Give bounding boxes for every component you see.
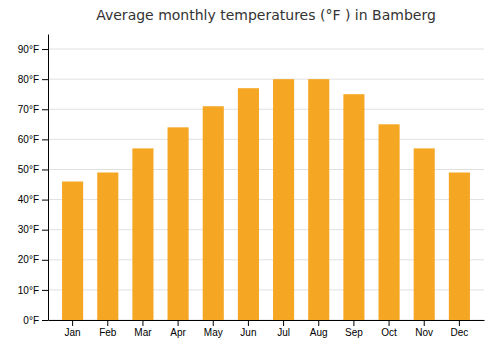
bar	[379, 124, 400, 320]
x-tick-label: Jan	[65, 327, 81, 338]
chart: Jan Feb Mar Apr May Jun Jul Aug Sep Oct Nov Dec 0°F 1…	[0, 0, 500, 350]
y-tick-label: 30°F	[18, 224, 39, 235]
x-tick-label: Feb	[99, 327, 117, 338]
x-tick-label: Dec	[450, 327, 468, 338]
x-tick-label: Nov	[415, 327, 433, 338]
x-tick-mark	[142, 320, 143, 326]
x-tick-label: Aug	[310, 327, 328, 338]
y-tick-mark	[42, 109, 48, 110]
x-tick: Feb	[99, 320, 117, 338]
x-tick: May	[204, 320, 223, 338]
x-tick: Aug	[310, 320, 328, 338]
y-tick: 0°F	[23, 315, 48, 326]
y-axis: 0°F 10°F 20°F 30°F 40°F 50°F 60°F 70°F 80°F 90°F	[18, 35, 49, 326]
y-tick-mark	[42, 79, 48, 80]
x-axis: Jan Feb Mar Apr May Jun Jul Aug Sep Oct Nov Dec	[49, 320, 485, 338]
y-tick-mark	[42, 230, 48, 231]
y-tick-label: 40°F	[18, 194, 39, 205]
y-tick-label: 70°F	[18, 104, 39, 115]
y-tick-mark	[42, 169, 48, 170]
bar	[273, 79, 294, 320]
y-tick-label: 10°F	[18, 285, 39, 296]
bar	[168, 127, 189, 320]
y-tick-mark	[42, 290, 48, 291]
x-tick: Mar	[134, 320, 152, 338]
x-tick-label: Jul	[277, 327, 290, 338]
x-tick-mark	[213, 320, 214, 326]
bar	[132, 148, 153, 320]
x-tick: Nov	[415, 320, 433, 338]
y-tick-mark	[42, 49, 48, 50]
x-tick-mark	[318, 320, 319, 326]
y-tick: 60°F	[18, 134, 48, 145]
x-tick: Jun	[240, 320, 256, 338]
bar	[97, 172, 118, 320]
bar	[308, 79, 329, 320]
x-tick: Sep	[345, 320, 363, 338]
x-tick-label: Apr	[170, 327, 186, 338]
grid	[48, 49, 484, 320]
x-axis-line	[49, 320, 485, 321]
x-tick-mark	[248, 320, 249, 326]
x-tick-label: Oct	[381, 327, 397, 338]
y-tick-label: 0°F	[23, 315, 39, 326]
y-tick-label: 60°F	[18, 134, 39, 145]
x-tick: Apr	[170, 320, 186, 338]
grid-line	[48, 139, 484, 140]
x-tick-label: Sep	[345, 327, 363, 338]
bar	[203, 106, 224, 320]
y-tick-label: 20°F	[18, 254, 39, 265]
y-tick: 40°F	[18, 194, 48, 205]
bar	[343, 94, 364, 320]
y-tick-mark	[42, 260, 48, 261]
x-tick-mark	[389, 320, 390, 326]
x-tick-mark	[178, 320, 179, 326]
x-tick-mark	[107, 320, 108, 326]
x-tick-mark	[353, 320, 354, 326]
x-tick-label: May	[204, 327, 223, 338]
y-tick: 20°F	[18, 254, 48, 265]
y-tick: 50°F	[18, 164, 48, 175]
x-tick-mark	[72, 320, 73, 326]
title: Average monthly temperatures (°F ) in Ba…	[96, 7, 436, 23]
bar	[62, 182, 83, 320]
y-axis-line	[48, 35, 49, 321]
x-tick: Dec	[450, 320, 468, 338]
plot: Jan Feb Mar Apr May Jun Jul Aug Sep Oct Nov Dec 0°F 1…	[18, 35, 485, 339]
y-tick-mark	[42, 200, 48, 201]
y-tick-label: 90°F	[18, 44, 39, 55]
bar	[414, 148, 435, 320]
x-tick-mark	[283, 320, 284, 326]
x-tick: Jan	[65, 320, 81, 338]
x-tick: Oct	[381, 320, 397, 338]
y-tick: 10°F	[18, 285, 48, 296]
grid-line	[48, 49, 484, 50]
y-tick: 90°F	[18, 44, 48, 55]
y-tick: 80°F	[18, 74, 48, 85]
y-tick: 70°F	[18, 104, 48, 115]
grid-line	[48, 109, 484, 110]
x-tick-label: Mar	[134, 327, 152, 338]
y-tick-label: 50°F	[18, 164, 39, 175]
x-tick: Jul	[277, 320, 290, 338]
x-tick-label: Jun	[240, 327, 256, 338]
y-tick-mark	[42, 139, 48, 140]
y-tick-mark	[42, 320, 48, 321]
grid-line	[48, 79, 484, 80]
y-tick-label: 80°F	[18, 74, 39, 85]
y-tick: 30°F	[18, 224, 48, 235]
bar	[449, 172, 470, 320]
x-tick-mark	[424, 320, 425, 326]
x-tick-mark	[459, 320, 460, 326]
bar	[238, 88, 259, 320]
bars	[62, 79, 470, 320]
